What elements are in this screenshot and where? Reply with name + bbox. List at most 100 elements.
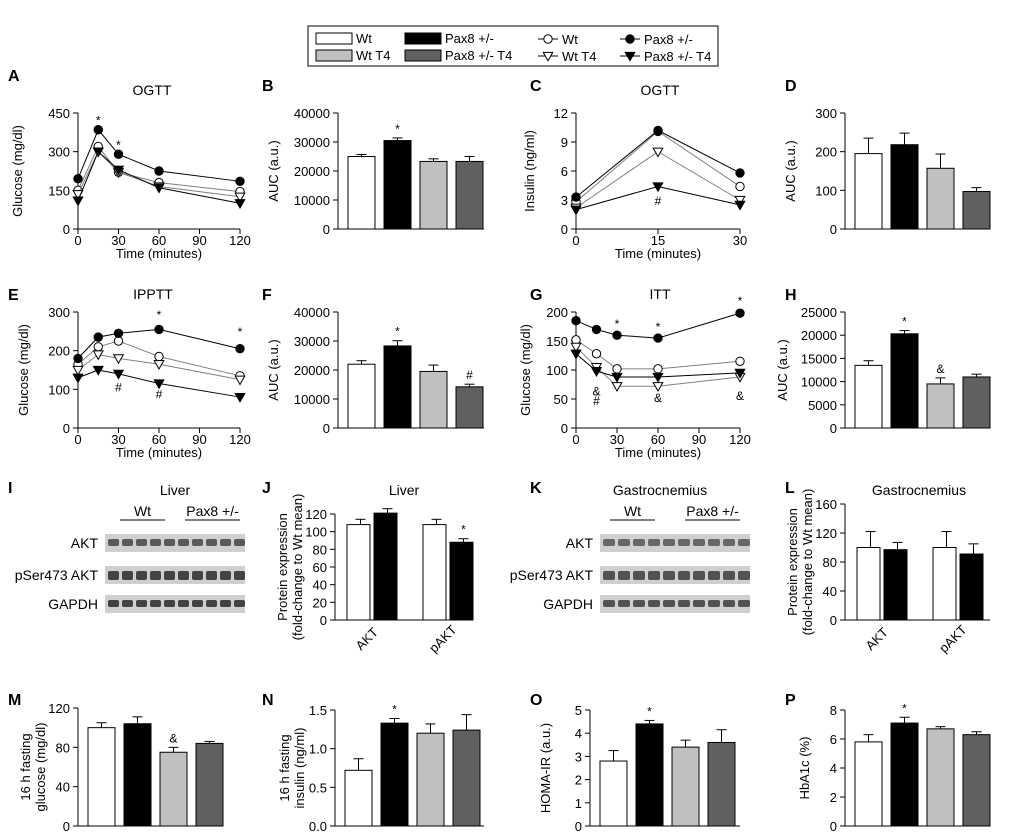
data-point xyxy=(570,205,582,216)
panel-letter: G xyxy=(530,287,542,304)
bar xyxy=(347,156,376,230)
bar xyxy=(932,547,957,621)
annotation: # xyxy=(593,394,600,408)
blot-band xyxy=(234,600,245,607)
y-tick-label: 120 xyxy=(305,507,327,522)
bar xyxy=(195,742,224,827)
annotation: * xyxy=(615,317,620,331)
blot-band xyxy=(206,600,217,607)
legend-swatch-3 xyxy=(404,49,442,62)
y-tick-label: 100 xyxy=(815,183,837,198)
data-point xyxy=(652,147,664,158)
data-point xyxy=(653,125,663,136)
x-tick-label: 90 xyxy=(692,432,706,447)
data-point xyxy=(234,392,246,403)
y-tick-label: 30000 xyxy=(294,135,330,150)
blot-band xyxy=(693,600,705,607)
y-tick-label: 0 xyxy=(63,222,70,237)
panel-B: B 0 10000 20000 30000 40000 AUC (a.u.) * xyxy=(262,78,484,237)
legend-box xyxy=(307,25,719,67)
bar xyxy=(962,190,991,230)
x-axis-label: Time (minutes) xyxy=(116,445,202,460)
y-tick-label: 2 xyxy=(830,790,837,805)
blot-band xyxy=(150,539,161,546)
annotation: # xyxy=(655,194,662,208)
y-tick-label: 0 xyxy=(575,819,582,834)
x-tick-label: 30 xyxy=(610,432,624,447)
data-point xyxy=(735,181,745,192)
blot-band xyxy=(192,600,203,607)
panel-letter: I xyxy=(8,480,12,497)
blot-band xyxy=(150,600,161,607)
data-point xyxy=(112,354,125,365)
group-label: Pax8 +/- xyxy=(186,503,239,519)
panel-A: A OGTT 0 150 300 450 Glucose (mg/dl) 0 30 60 90 120… xyxy=(8,68,251,261)
y-axis-label: (fold-change to Wt mean) xyxy=(290,494,305,641)
bar xyxy=(452,729,481,827)
annotation: * xyxy=(395,122,400,136)
y-tick-label: 10000 xyxy=(294,392,330,407)
y-tick-label: 100 xyxy=(48,382,70,397)
y-tick-label: 100 xyxy=(305,525,327,540)
bar xyxy=(959,553,984,621)
x-tick-label: 60 xyxy=(152,432,166,447)
annotation: * xyxy=(238,325,243,339)
y-tick-label: 0 xyxy=(830,421,837,436)
blot-band xyxy=(738,571,750,580)
bar xyxy=(159,751,188,827)
y-tick-label: 40000 xyxy=(294,305,330,320)
y-tick-label: 0.5 xyxy=(309,780,327,795)
blot-band xyxy=(136,571,147,580)
data-point xyxy=(154,166,164,176)
panel-title: OGTT xyxy=(641,82,680,98)
bar xyxy=(890,722,919,827)
data-point xyxy=(92,350,104,361)
data-point xyxy=(591,349,602,359)
data-point xyxy=(652,372,664,383)
legend-label: Pax8 +/- xyxy=(644,32,693,47)
blot-band xyxy=(648,539,660,546)
y-tick-label: 80 xyxy=(313,542,327,557)
blot-band xyxy=(693,539,705,546)
annotation: & xyxy=(654,391,662,405)
bar xyxy=(419,370,448,429)
blot-I: I Liver Wt Pax8 +/- AKT pSer473 AKT GAPDH xyxy=(8,480,245,613)
panel-E: E IPPTT 0 100 200 300 Glucose (mg/dl) 0 30 60 90 12… xyxy=(8,286,251,460)
data-point xyxy=(570,342,582,353)
y-tick-label: 0 xyxy=(561,222,568,237)
legend-label: Pax8 +/- T4 xyxy=(445,48,512,63)
blot-band xyxy=(723,600,735,607)
bar xyxy=(890,333,919,429)
blot-band xyxy=(678,600,690,607)
blot-band xyxy=(663,539,675,546)
data-point xyxy=(154,324,164,335)
annotation: & xyxy=(169,731,177,745)
y-tick-label: 10000 xyxy=(801,375,837,390)
blot-band xyxy=(192,571,203,580)
blot-band xyxy=(738,539,750,546)
y-axis-label: 16 h fasting xyxy=(277,734,292,801)
annotation: * xyxy=(395,325,400,339)
blot-row-label: pSer473 AKT xyxy=(510,567,594,583)
group-label: Pax8 +/- xyxy=(686,503,739,519)
blot-band xyxy=(633,539,645,546)
y-axis-label: HOMA-IR (a.u.) xyxy=(538,723,553,813)
x-tick-label: 0 xyxy=(74,432,81,447)
y-tick-label: 2 xyxy=(575,773,582,788)
x-tick-label: 90 xyxy=(192,233,206,248)
y-tick-label: 6 xyxy=(561,164,568,179)
data-point xyxy=(112,369,125,380)
blot-band xyxy=(136,539,147,546)
y-tick-label: 200 xyxy=(48,344,70,359)
panel-O: O 0 1 2 3 4 5 HOMA-IR (a.u.) * xyxy=(530,692,740,834)
y-axis-label: glucose (mg/dl) xyxy=(33,723,48,812)
y-tick-label: 8 xyxy=(830,703,837,718)
panel-letter: O xyxy=(530,692,542,709)
blot-band xyxy=(723,571,735,580)
y-axis-label: Glucose (mg/dl) xyxy=(10,125,25,217)
blot-row-label: pSer473 AKT xyxy=(15,567,99,583)
category-label: AKT xyxy=(863,625,892,654)
blot-band xyxy=(178,539,189,546)
data-point xyxy=(113,328,124,338)
